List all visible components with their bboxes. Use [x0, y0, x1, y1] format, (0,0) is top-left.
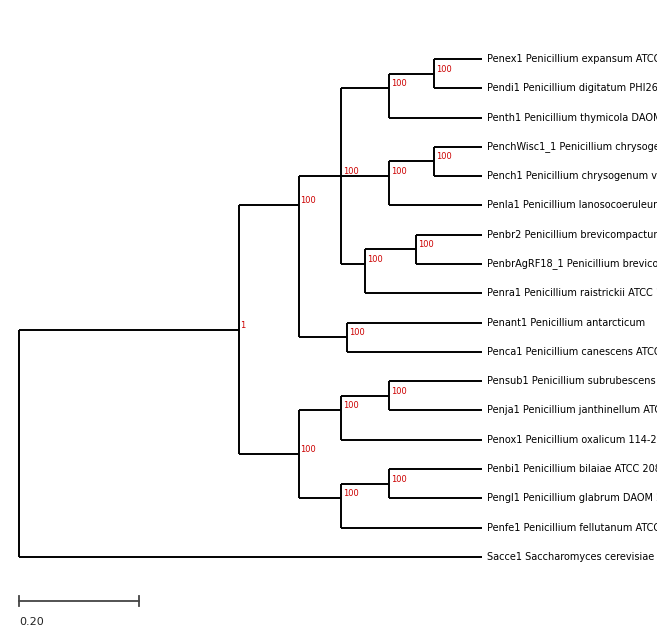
- Text: Penla1 Penicillium lanosocoeruleum ATCC 48919 v1.0: Penla1 Penicillium lanosocoeruleum ATCC …: [487, 200, 657, 210]
- Text: Penox1 Penicillium oxalicum 114-2: Penox1 Penicillium oxalicum 114-2: [487, 435, 656, 445]
- Text: 100: 100: [300, 197, 316, 205]
- Text: Penja1 Penicillium janthinellum ATCC 10455 v1.0: Penja1 Penicillium janthinellum ATCC 104…: [487, 406, 657, 416]
- Text: 1: 1: [240, 321, 246, 330]
- Text: Penfe1 Penicillium fellutanum ATCC 48694 v1.0: Penfe1 Penicillium fellutanum ATCC 48694…: [487, 522, 657, 533]
- Text: Penth1 Penicillium thymicola DAOMC 180753 v1.0: Penth1 Penicillium thymicola DAOMC 18075…: [487, 112, 657, 122]
- Text: 100: 100: [342, 489, 358, 498]
- Text: 100: 100: [367, 255, 382, 264]
- Text: Penca1 Penicillium canescens ATCC 10419 v1.0: Penca1 Penicillium canescens ATCC 10419 …: [487, 347, 657, 357]
- Text: 100: 100: [436, 153, 451, 161]
- Text: Penbi1 Penicillium bilaiae ATCC 20851 v1.0: Penbi1 Penicillium bilaiae ATCC 20851 v1…: [487, 464, 657, 474]
- Text: 100: 100: [342, 401, 358, 411]
- Text: 100: 100: [342, 167, 358, 176]
- Text: Penra1 Penicillium raistrickii ATCC 10490 v1.0: Penra1 Penicillium raistrickii ATCC 1049…: [487, 288, 657, 298]
- Text: Pendi1 Penicillium digitatum PHI26: Pendi1 Penicillium digitatum PHI26: [487, 84, 657, 94]
- Text: Pengl1 Penicillium glabrum DAOM 239074 v1.0: Pengl1 Penicillium glabrum DAOM 239074 v…: [487, 493, 657, 503]
- Text: 100: 100: [300, 445, 316, 455]
- Text: 100: 100: [391, 79, 407, 89]
- Text: 100: 100: [391, 475, 407, 484]
- Text: Sacce1 Saccharomyces cerevisiae S288C: Sacce1 Saccharomyces cerevisiae S288C: [487, 552, 657, 562]
- Text: 100: 100: [391, 387, 407, 396]
- Text: Pench1 Penicillium chrysogenum v1.0: Pench1 Penicillium chrysogenum v1.0: [487, 171, 657, 181]
- Text: PenchWisc1_1 Penicillium chrysogenum Wisconsin 54-1255: PenchWisc1_1 Penicillium chrysogenum Wis…: [487, 141, 657, 153]
- Text: Penex1 Penicillium expansum ATCC 24692 v1.0: Penex1 Penicillium expansum ATCC 24692 v…: [487, 54, 657, 64]
- Text: 0.20: 0.20: [19, 617, 44, 627]
- Text: 100: 100: [349, 328, 365, 337]
- Text: 100: 100: [391, 167, 407, 176]
- Text: Penbr2 Penicillium brevicompactum 1011305 v2.0: Penbr2 Penicillium brevicompactum 101130…: [487, 230, 657, 240]
- Text: 100: 100: [436, 65, 451, 73]
- Text: Pensub1 Penicillium subrubescens FBCC1632 / CBS132785: Pensub1 Penicillium subrubescens FBCC163…: [487, 376, 657, 386]
- Text: PenbrAgRF18_1 Penicillium brevicompactum AgRF18 v1.0: PenbrAgRF18_1 Penicillium brevicompactum…: [487, 259, 657, 269]
- Text: Penant1 Penicillium antarcticum: Penant1 Penicillium antarcticum: [487, 318, 645, 328]
- Text: 100: 100: [418, 241, 434, 249]
